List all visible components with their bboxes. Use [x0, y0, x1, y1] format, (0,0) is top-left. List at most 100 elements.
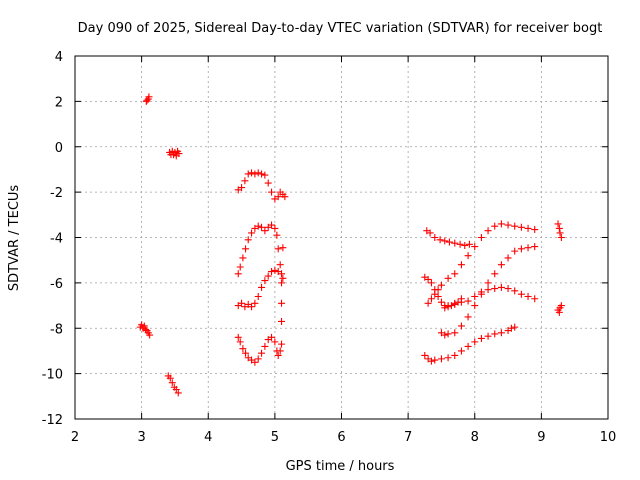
- y-tick-label: -10: [42, 368, 63, 383]
- data-point: [491, 222, 499, 230]
- data-point: [471, 338, 479, 346]
- data-point: [424, 299, 432, 307]
- data-point: [248, 229, 256, 237]
- data-point: [278, 270, 286, 278]
- data-point: [248, 169, 256, 177]
- y-tick-label: 4: [55, 50, 63, 65]
- data-point: [524, 244, 532, 252]
- data-point: [524, 292, 532, 300]
- data-point: [234, 270, 242, 278]
- data-point: [517, 223, 525, 231]
- x-tick-label: 7: [404, 430, 412, 445]
- y-tick-label: -4: [50, 232, 63, 247]
- data-point: [146, 331, 154, 339]
- data-point: [238, 184, 246, 192]
- data-points: [136, 93, 565, 397]
- series-t5: [234, 169, 289, 203]
- data-point: [471, 292, 479, 300]
- data-point: [254, 222, 262, 230]
- data-point: [278, 299, 286, 307]
- series-t9: [423, 227, 473, 249]
- data-point: [456, 240, 464, 248]
- data-point: [427, 295, 435, 303]
- data-point: [258, 283, 266, 291]
- data-point: [421, 351, 429, 359]
- series-t8: [234, 333, 286, 366]
- data-point: [507, 324, 515, 332]
- data-point: [504, 285, 512, 293]
- data-point: [437, 355, 445, 363]
- data-point: [497, 220, 505, 228]
- data-point: [451, 329, 459, 337]
- data-point: [175, 150, 183, 158]
- data-point: [268, 333, 276, 341]
- data-point: [244, 236, 252, 244]
- data-point: [556, 229, 564, 237]
- data-point: [145, 93, 153, 101]
- data-point: [258, 349, 266, 357]
- data-point: [484, 332, 492, 340]
- data-point: [261, 171, 269, 179]
- data-point: [555, 224, 563, 232]
- data-point: [268, 221, 276, 229]
- x-tick-label: 5: [271, 430, 279, 445]
- series-t2: [166, 147, 183, 160]
- data-point: [484, 227, 492, 235]
- data-point: [484, 286, 492, 294]
- data-point: [444, 354, 452, 362]
- data-point: [251, 170, 259, 178]
- data-point: [258, 170, 266, 178]
- data-point: [242, 349, 250, 357]
- data-point: [444, 330, 452, 338]
- data-point: [239, 254, 247, 262]
- y-tick-label: -2: [50, 186, 63, 201]
- x-tick-label: 8: [471, 430, 479, 445]
- data-point: [261, 227, 269, 235]
- data-point: [271, 224, 279, 232]
- data-point: [239, 345, 247, 353]
- series-t15: [554, 220, 565, 316]
- data-point: [168, 379, 176, 387]
- data-point: [274, 245, 282, 253]
- data-point: [465, 240, 473, 248]
- data-point: [524, 224, 532, 232]
- y-tick-label: 2: [55, 95, 63, 110]
- x-tick-label: 9: [537, 430, 545, 445]
- chart-title: Day 090 of 2025, Sidereal Day-to-day VTE…: [78, 21, 603, 36]
- data-point: [531, 226, 539, 234]
- x-tick-label: 6: [337, 430, 345, 445]
- data-point: [531, 243, 539, 251]
- y-tick-label: -6: [50, 277, 63, 292]
- series-t1: [142, 93, 153, 105]
- series-t13: [441, 283, 539, 312]
- data-point: [274, 193, 282, 201]
- data-point: [554, 220, 562, 228]
- y-tick-label: -12: [42, 413, 63, 428]
- data-point: [464, 252, 472, 260]
- data-point: [451, 239, 459, 247]
- series-t4: [164, 372, 182, 397]
- data-point: [431, 290, 439, 298]
- series-t14: [421, 323, 519, 365]
- data-point: [251, 358, 259, 366]
- grid-layer: [75, 56, 608, 419]
- data-point: [431, 356, 439, 364]
- data-point: [497, 283, 505, 291]
- data-point: [441, 237, 449, 245]
- data-point: [504, 221, 512, 229]
- data-point: [174, 389, 182, 397]
- series-t11: [424, 220, 539, 307]
- data-point: [444, 274, 452, 282]
- data-point: [242, 245, 250, 253]
- data-point: [424, 275, 432, 283]
- data-point: [457, 261, 465, 269]
- data-point: [504, 254, 512, 262]
- data-point: [271, 338, 279, 346]
- axis-ticks: 2 3 4 5 6 7 8 9 10 4 2 0 -2 -4 -6 -8 -10 -12: [42, 50, 617, 445]
- data-point: [166, 374, 174, 382]
- data-point: [557, 234, 565, 241]
- data-point: [471, 302, 479, 310]
- data-point: [236, 338, 244, 346]
- data-point: [444, 302, 452, 310]
- data-point: [258, 223, 266, 231]
